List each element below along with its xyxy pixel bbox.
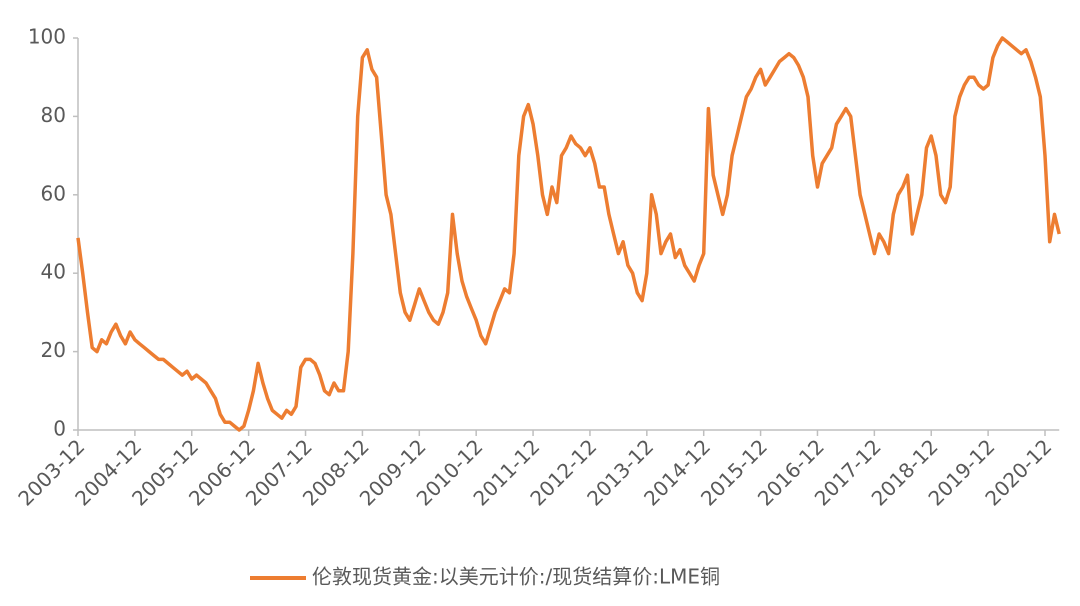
y-tick-label: 60: [41, 181, 66, 205]
line-series: [76, 36, 1061, 432]
y-tick-label: 20: [41, 338, 66, 362]
y-tick-label: 40: [41, 260, 66, 284]
y-tick-label: 80: [41, 103, 66, 127]
y-tick-label: 100: [28, 25, 66, 49]
y-tick-label: 0: [53, 417, 66, 441]
legend-label: 伦敦现货黄金:以美元计价:/现货结算价:LME铜: [312, 565, 720, 589]
